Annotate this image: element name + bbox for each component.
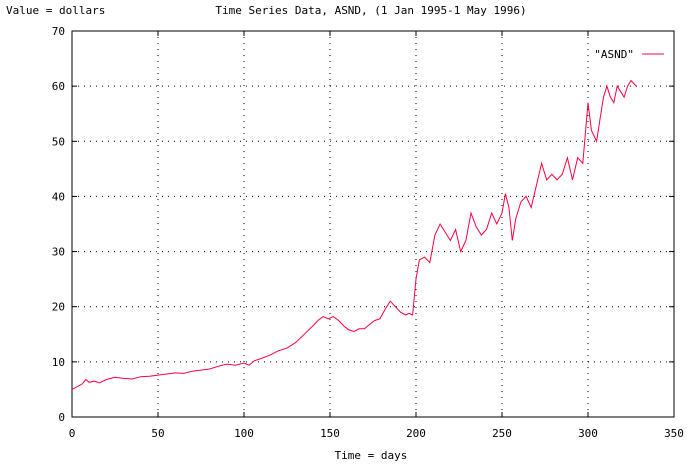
y-tick-label: 10 [52,356,65,369]
y-tick-label: 20 [52,301,65,314]
y-tick-label: 0 [58,411,65,424]
legend: "ASND" [594,48,664,61]
x-tick-label: 300 [578,427,598,440]
series-layer [71,79,637,390]
tick-labels: 0 50 100 150 200 250 300 350 0 10 20 30 40 50 60 70 [52,25,684,440]
plot-frame [71,30,675,418]
y-tick-label: 30 [52,246,65,259]
x-tick-label: 350 [664,427,684,440]
x-tick-label: 250 [492,427,512,440]
x-tick-label: 150 [320,427,340,440]
legend-label: "ASND" [594,48,634,61]
y-axis-title: Value = dollars [6,4,105,17]
axis-ticks [71,30,675,418]
y-tick-label: 60 [52,80,65,93]
series-line-asnd [71,79,637,390]
x-tick-label: 200 [406,427,426,440]
x-axis-title: Time = days [335,449,408,462]
chart-title: Time Series Data, ASND, (1 Jan 1995-1 Ma… [215,4,526,17]
grid-lines [72,31,674,417]
x-tick-label: 0 [69,427,76,440]
x-tick-label: 100 [234,427,254,440]
x-tick-label: 50 [151,427,164,440]
y-tick-label: 70 [52,25,65,38]
y-tick-label: 40 [52,190,65,203]
y-tick-label: 50 [52,135,65,148]
